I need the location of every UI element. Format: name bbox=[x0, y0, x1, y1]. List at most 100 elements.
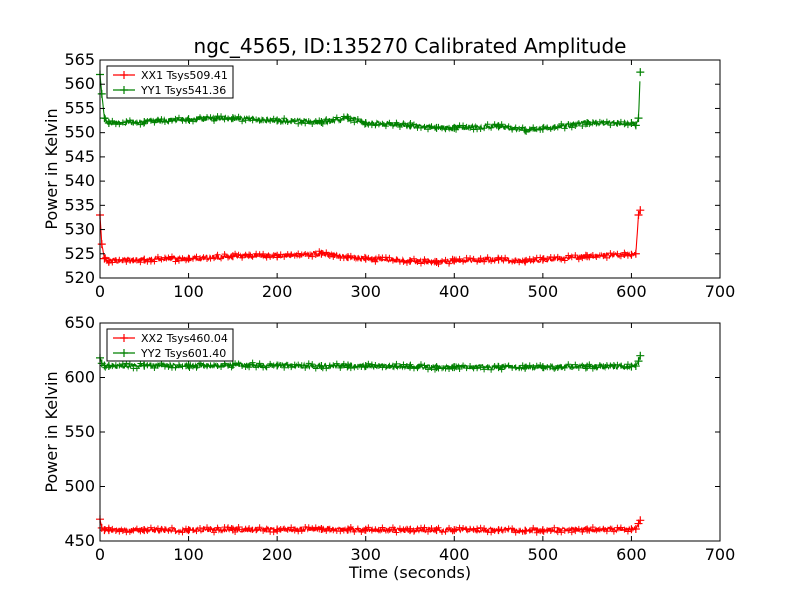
series-marker bbox=[624, 122, 631, 129]
series-marker bbox=[158, 256, 165, 263]
series-marker bbox=[281, 253, 288, 260]
series-marker bbox=[312, 524, 319, 531]
series-marker bbox=[221, 116, 228, 123]
series-marker bbox=[235, 113, 242, 120]
series-marker bbox=[182, 257, 189, 264]
series-marker bbox=[393, 360, 400, 367]
series-marker bbox=[214, 363, 221, 370]
series-marker bbox=[312, 118, 319, 125]
series-marker bbox=[140, 120, 147, 127]
series-marker bbox=[382, 364, 389, 371]
series-marker bbox=[239, 118, 246, 125]
series-marker bbox=[193, 253, 200, 260]
series-marker bbox=[305, 253, 312, 260]
series-marker bbox=[193, 528, 200, 535]
series-marker bbox=[477, 126, 484, 132]
series-marker bbox=[586, 121, 593, 128]
series-marker bbox=[263, 525, 270, 532]
series-marker bbox=[372, 258, 379, 265]
series-marker bbox=[246, 364, 253, 371]
x-tick-label: 500 bbox=[528, 282, 559, 301]
x-tick-label: 400 bbox=[439, 545, 470, 564]
series-marker bbox=[284, 526, 291, 533]
chart-panel-1: ngc_4565, ID:135270 Calibrated Amplitude… bbox=[42, 34, 735, 301]
series-marker bbox=[624, 252, 631, 259]
series-marker bbox=[621, 363, 628, 370]
series-marker bbox=[112, 528, 119, 535]
series-marker bbox=[200, 526, 207, 533]
series-marker bbox=[270, 529, 277, 536]
series-marker bbox=[396, 363, 403, 370]
data-point bbox=[631, 249, 640, 258]
y-axis-title: Power in Kelvin bbox=[42, 371, 61, 492]
series-marker bbox=[512, 364, 519, 371]
series-marker bbox=[232, 114, 239, 121]
y-tick-label: 565 bbox=[64, 50, 95, 69]
series-marker bbox=[449, 125, 456, 132]
series-marker bbox=[481, 258, 488, 265]
legend-label: YY2 Tsys601.40 bbox=[140, 347, 226, 360]
series-marker bbox=[337, 117, 344, 124]
legend-marker bbox=[120, 349, 128, 357]
series-marker bbox=[460, 524, 467, 531]
series-marker bbox=[530, 524, 537, 531]
series-marker bbox=[460, 362, 467, 369]
series-marker bbox=[600, 363, 607, 370]
series-marker bbox=[330, 253, 337, 260]
series-marker bbox=[246, 115, 253, 122]
series-marker bbox=[347, 524, 354, 531]
x-tick-label: 200 bbox=[262, 545, 293, 564]
series-marker bbox=[221, 251, 228, 258]
series-marker bbox=[161, 119, 168, 126]
series-marker bbox=[288, 524, 295, 531]
x-tick-label: 500 bbox=[528, 545, 559, 564]
series-marker bbox=[544, 255, 551, 262]
series-marker bbox=[140, 256, 147, 263]
series-marker bbox=[582, 251, 589, 258]
series-marker bbox=[302, 120, 309, 127]
series-marker bbox=[274, 117, 281, 124]
series-marker bbox=[151, 258, 158, 265]
series-marker bbox=[326, 117, 333, 124]
series-marker bbox=[246, 251, 253, 258]
series-marker bbox=[530, 124, 537, 131]
series-marker bbox=[621, 526, 628, 533]
series-marker bbox=[467, 124, 474, 131]
series-marker bbox=[389, 363, 396, 370]
series-marker bbox=[442, 256, 449, 263]
series-marker bbox=[137, 121, 144, 128]
x-tick-label: 600 bbox=[616, 282, 647, 301]
series-marker bbox=[474, 525, 481, 532]
y-tick-label: 540 bbox=[64, 171, 95, 190]
series-marker bbox=[211, 362, 218, 369]
series-marker bbox=[267, 117, 274, 124]
series-marker bbox=[386, 362, 393, 369]
y-tick-label: 550 bbox=[64, 422, 95, 441]
series-marker bbox=[372, 122, 379, 129]
series-marker bbox=[232, 529, 239, 536]
series-marker bbox=[523, 363, 530, 370]
series-marker bbox=[253, 364, 260, 371]
series-marker bbox=[407, 525, 414, 532]
series-marker bbox=[414, 525, 421, 532]
data-point bbox=[627, 250, 636, 259]
series-marker bbox=[516, 125, 523, 132]
series-marker bbox=[365, 524, 372, 531]
series-marker bbox=[488, 366, 495, 373]
series-marker bbox=[204, 524, 211, 531]
series-marker bbox=[593, 253, 600, 260]
series-marker bbox=[544, 124, 551, 131]
series-marker bbox=[333, 360, 340, 367]
series-marker bbox=[565, 252, 572, 259]
data-point bbox=[636, 206, 645, 215]
series-marker bbox=[197, 360, 204, 367]
legend-label: XX1 Tsys509.41 bbox=[141, 69, 228, 82]
series-marker bbox=[119, 119, 126, 126]
series-marker bbox=[617, 253, 624, 260]
series-marker bbox=[400, 258, 407, 265]
series-marker bbox=[463, 365, 470, 372]
series-marker bbox=[589, 252, 596, 259]
series-marker bbox=[151, 526, 158, 533]
series-marker bbox=[568, 363, 575, 370]
series-2 bbox=[96, 68, 645, 135]
